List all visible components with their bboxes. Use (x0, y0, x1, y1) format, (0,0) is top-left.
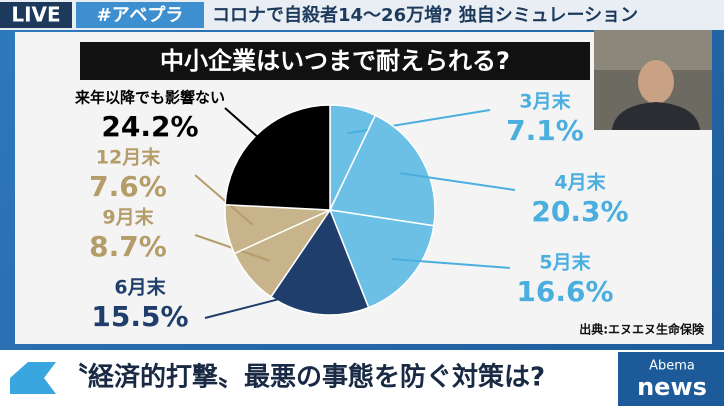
brand-bottom: news (637, 373, 707, 401)
slice-name: 6月末 (114, 276, 166, 299)
live-badge (0, 2, 72, 28)
presenter-face (638, 60, 674, 104)
slice-name: 5月末 (539, 251, 591, 274)
brand-box (618, 352, 724, 406)
leader-line (391, 258, 511, 269)
hashtag-badge (76, 2, 204, 28)
chart-title: 中小企業はいつまで耐えられる? (160, 47, 510, 75)
headline: コロナで自殺者14〜26万増? 独自シミュレーション (212, 4, 638, 26)
hashtag: #アベプラ (97, 4, 184, 26)
pie-slice (328, 209, 435, 309)
pie-slice (328, 114, 436, 227)
caption: 〝経済的打撃〟最悪の事態を防ぐ対策は? (62, 362, 545, 393)
value-label: 8.7% (89, 230, 167, 263)
pie-slice (224, 104, 331, 211)
value-label: 15.5% (91, 300, 188, 333)
value-label: 20.3% (531, 195, 628, 228)
slice-name: 来年以降でも影響ない (74, 89, 225, 107)
slice-name: 9月末 (102, 206, 154, 229)
live-text: LIVE (11, 3, 60, 27)
brand-top: Abema (649, 359, 695, 374)
leader-line (224, 107, 277, 154)
leader-line (204, 287, 322, 319)
value-label: 16.6% (516, 275, 613, 308)
leader-line (399, 172, 516, 191)
value-label: 7.6% (89, 170, 167, 203)
value-label: 7.1% (506, 114, 584, 147)
caption-icon (10, 362, 56, 394)
slice-name: 12月末 (96, 146, 161, 169)
source: 出典:エヌエヌ生命保険 (579, 322, 705, 337)
value-label: 24.2% (101, 110, 198, 143)
title-bar (80, 42, 590, 80)
leader-line (194, 174, 254, 226)
slice-name: 3月末 (519, 90, 571, 113)
presenter-suit (612, 102, 700, 130)
slice-name: 4月末 (554, 171, 606, 194)
caption-bar (0, 350, 724, 406)
